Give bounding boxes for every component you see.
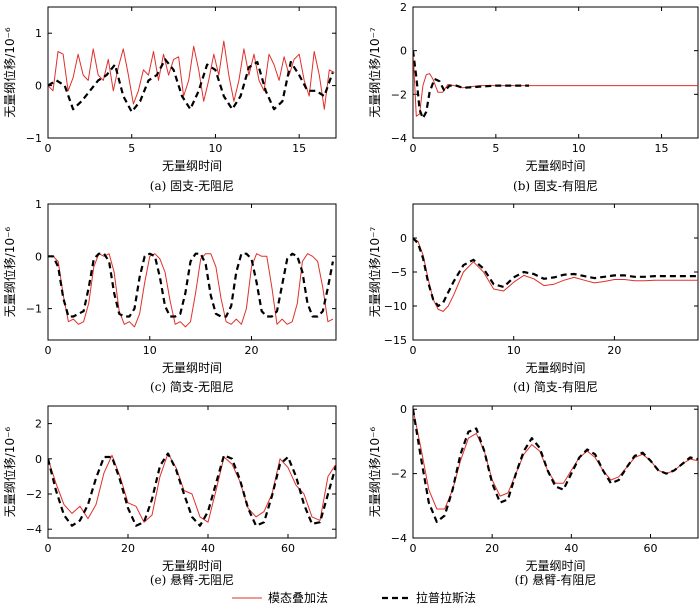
chart-panel-d: 0 10 20 −15 −10 −5 0 无量纲时间 无量纲位移/10⁻⁷ (d) 简支-有阻尼 [367,203,699,394]
series-line-laplace [413,50,529,120]
y-tick-label: −2 [391,468,407,481]
x-tick-label: 40 [564,542,578,555]
plot-frame [412,6,699,139]
plot-frame [412,405,699,539]
x-tick-label: 20 [607,344,621,357]
y-tick-label: 2 [35,418,42,431]
x-axis-label: 无量纲时间 [162,159,222,173]
y-tick-label: 2 [400,1,407,14]
y-tick-label: −5 [391,266,407,279]
x-tick-label: 10 [208,142,222,155]
plot-frame [47,405,337,539]
legend-label-modal: 模态叠加法 [268,591,328,605]
y-tick-label: −10 [384,300,407,313]
y-axis-label: 无量纲位移/10⁻⁶ [2,27,17,118]
x-tick-label: 0 [410,542,417,555]
y-tick-label: −1 [26,132,42,145]
y-tick-label: −4 [26,523,42,536]
x-tick-label: 40 [201,542,215,555]
series-line-modal [48,40,335,110]
y-tick-label: 0 [35,80,42,93]
panel-caption: (d) 简支-有阻尼 [513,380,598,394]
y-axis-label: 无量纲位移/10⁻⁶ [2,227,17,318]
y-tick-label: 1 [35,27,42,40]
x-tick-label: 0 [45,542,52,555]
x-tick-label: 60 [281,542,295,555]
series-line-modal [413,409,698,510]
chart-panel-e: 0 20 40 60 −4 −2 0 2 无量纲时间 无量纲位移/10⁻⁶ (e) 悬臂-无阻尼 [2,405,337,587]
y-tick-label: −1 [26,303,42,316]
series-line-modal [413,237,698,312]
series-line-modal [48,253,334,328]
x-tick-label: 5 [128,142,135,155]
panel-caption: (c) 简支-无阻尼 [150,380,234,394]
plot-frame [412,203,699,341]
x-axis-label: 无量纲时间 [162,559,222,573]
y-tick-label: −4 [391,132,407,145]
panel-caption: (f) 悬臂-有阻尼 [515,573,597,587]
y-tick-label: −15 [384,334,407,347]
chart-panel-b: 0 5 10 15 −4 −2 0 2 无量纲时间 无量纲位移/10⁻⁷ (b) 固支-有阻尼 [367,1,699,193]
chart-panel-c: 0 10 20 −1 0 1 无量纲时间 无量纲位移/10⁻⁶ (c) 简支-无阻尼 [2,198,337,394]
x-tick-label: 20 [245,344,259,357]
legend: 模态叠加法 拉普拉斯法 [232,590,476,605]
x-tick-label: 10 [143,344,157,357]
y-tick-label: 1 [35,198,42,211]
y-axis-label: 无量纲位移/10⁻⁷ [367,227,382,318]
panel-caption: (b) 固支-有阻尼 [513,179,598,193]
x-axis-label: 无量纲时间 [525,159,585,173]
y-tick-label: 0 [35,250,42,263]
x-tick-label: 10 [507,344,521,357]
x-tick-label: 5 [492,142,499,155]
y-tick-label: −2 [391,88,407,101]
x-tick-label: 0 [410,142,417,155]
x-tick-label: 15 [292,142,306,155]
plot-frame [47,6,337,139]
panel-caption: (e) 悬臂-无阻尼 [150,573,234,587]
y-tick-label: −4 [391,532,407,545]
legend-label-laplace: 拉普拉斯法 [416,590,476,605]
y-tick-label: 0 [400,232,407,245]
x-tick-label: 0 [410,344,417,357]
y-tick-label: 0 [35,453,42,466]
y-tick-label: −2 [26,488,42,501]
y-tick-label: 0 [400,403,407,416]
x-tick-label: 15 [655,142,669,155]
series-line-modal [48,453,336,523]
series-line-laplace [413,409,698,524]
x-tick-label: 10 [572,142,586,155]
x-tick-label: 60 [644,542,658,555]
series-line-laplace [48,452,336,527]
series-line-laplace [413,237,698,308]
plot-frame [47,203,337,341]
x-tick-label: 0 [45,142,52,155]
x-tick-label: 20 [485,542,499,555]
x-axis-label: 无量纲时间 [525,559,585,573]
series-line-laplace [48,252,334,318]
panel-caption: (a) 固支-无阻尼 [150,179,234,193]
y-tick-label: 0 [400,45,407,58]
chart-panel-f: 0 20 40 60 −4 −2 0 无量纲时间 无量纲位移/10⁻⁶ (f) 悬臂-有阻尼 [367,403,699,587]
y-axis-label: 无量纲位移/10⁻⁷ [367,27,382,118]
y-axis-label: 无量纲位移/10⁻⁶ [367,427,382,518]
x-axis-label: 无量纲时间 [525,361,585,375]
x-tick-label: 20 [121,542,135,555]
x-axis-label: 无量纲时间 [162,361,222,375]
y-axis-label: 无量纲位移/10⁻⁶ [2,427,17,518]
series-line-modal [413,50,698,117]
x-tick-label: 0 [45,344,52,357]
